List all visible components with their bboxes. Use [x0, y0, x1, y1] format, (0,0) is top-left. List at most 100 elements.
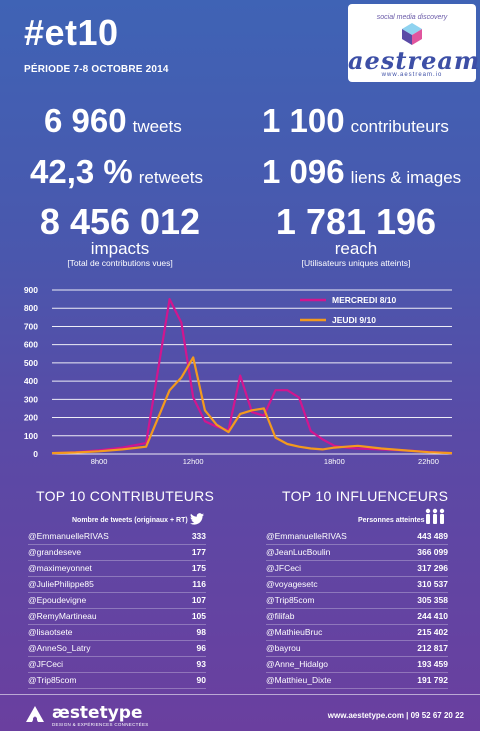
row-handle[interactable]: @filifab	[266, 611, 295, 621]
stat-tweets: 6 960 tweets	[44, 102, 182, 140]
y-tick-label: 900	[24, 285, 38, 295]
page-title: #et10	[24, 12, 119, 53]
stat-reach: 1 781 196 reach [Utilisateurs uniques at…	[256, 204, 456, 269]
stat-value: 1 100	[262, 102, 345, 139]
row-value: 310 537	[417, 579, 448, 589]
table-row: @EmmanuelleRIVAS 443 489	[266, 528, 448, 545]
table-row: @RemyMartineau 105	[28, 608, 206, 625]
row-value: 175	[191, 563, 206, 573]
table-row: @Anne_Hidalgo 193 459	[266, 656, 448, 673]
row-value: 317 296	[417, 563, 448, 573]
table-row: @JFCeci 93	[28, 656, 206, 673]
table-row: @JeanLucBoulin 366 099	[266, 544, 448, 561]
row-handle[interactable]: @Epoudevigne	[28, 595, 87, 605]
stat-impacts: 8 456 012 impacts [Total de contribution…	[20, 204, 220, 269]
table-row: @lisaotsete 98	[28, 624, 206, 641]
row-handle[interactable]: @Trip85com	[28, 675, 77, 685]
contributeurs-title: TOP 10 CONTRIBUTEURS	[36, 488, 215, 504]
row-handle[interactable]: @JFCeci	[28, 659, 64, 669]
table-row: @Epoudevigne 107	[28, 592, 206, 609]
logo-tagline: social media discovery	[376, 14, 448, 21]
x-tick-label: 8h00	[91, 457, 108, 466]
row-handle[interactable]: @grandeseve	[28, 547, 82, 557]
table-row: @bayrou 212 817	[266, 640, 448, 657]
table-row: @voyagesetc 310 537	[266, 576, 448, 593]
stat-label: retweets	[138, 168, 203, 187]
row-value: 105	[191, 611, 206, 621]
stat-label: reach	[334, 239, 378, 258]
stat-value: 6 960	[44, 102, 127, 139]
table-row: @MathieuBruc 215 402	[266, 624, 448, 641]
series-line	[51, 298, 453, 455]
row-value: 193 459	[417, 659, 448, 669]
x-tick-label: 22h00	[418, 457, 439, 466]
y-tick-label: 100	[24, 431, 38, 441]
table-row: @filifab 244 410	[266, 608, 448, 625]
row-handle[interactable]: @maximeyonnet	[28, 563, 92, 573]
row-handle[interactable]: @Anne_Hidalgo	[266, 659, 329, 669]
cube-logo-icon	[402, 23, 422, 45]
influenceurs-title: TOP 10 INFLUENCEURS	[282, 488, 449, 504]
table-row: @AnneSo_Latry 96	[28, 640, 206, 657]
row-handle[interactable]: @voyagesetc	[266, 579, 318, 589]
stat-value: 1 781 196	[275, 201, 437, 242]
stat-sublabel: [Utilisateurs uniques atteints]	[301, 258, 411, 268]
row-value: 90	[196, 675, 206, 685]
row-value: 98	[196, 627, 206, 637]
y-tick-label: 600	[24, 340, 38, 350]
row-handle[interactable]: @MathieuBruc	[266, 627, 323, 637]
footer: æstetype DESIGN & EXPÉRIENCES CONNECTÉES…	[0, 694, 480, 731]
people-group-icon	[425, 508, 445, 524]
row-value: 177	[191, 547, 206, 557]
row-value: 333	[191, 531, 206, 541]
legend-label: MERCREDI 8/10	[332, 295, 397, 305]
y-tick-label: 200	[24, 413, 38, 423]
row-value: 215 402	[417, 627, 448, 637]
table-row: @grandeseve 177	[28, 544, 206, 561]
row-handle[interactable]: @Matthieu_Dixte	[266, 675, 332, 685]
aestetype-logo-icon	[26, 706, 44, 722]
row-handle[interactable]: @JFCeci	[266, 563, 302, 573]
stat-value: 42,3 %	[30, 153, 133, 190]
row-value: 443 489	[417, 531, 448, 541]
row-value: 96	[196, 643, 206, 653]
stat-liens: 1 096 liens & images	[262, 153, 461, 191]
twitter-bird-icon	[190, 513, 204, 525]
footer-contact[interactable]: www.aestetype.com | 09 52 67 20 22	[327, 711, 464, 720]
stat-label: impacts	[90, 239, 150, 258]
y-tick-label: 300	[24, 394, 38, 404]
logo-name: aestream	[348, 46, 480, 75]
row-handle[interactable]: @bayrou	[266, 643, 301, 653]
stat-label: liens & images	[350, 168, 462, 187]
row-value: 191 792	[417, 675, 448, 685]
stat-retweets: 42,3 % retweets	[30, 153, 203, 191]
row-handle[interactable]: @EmmanuelleRIVAS	[28, 531, 109, 541]
y-tick-label: 700	[24, 321, 38, 331]
legend-label: JEUDI 9/10	[332, 315, 376, 325]
table-row: @maximeyonnet 175	[28, 560, 206, 577]
activity-line-chart: 0 100 200 300 400 500 600 700 800 900 8h00 12h00 18h…	[24, 285, 453, 466]
row-handle[interactable]: @RemyMartineau	[28, 611, 97, 621]
influenceurs-column-header: Personnes atteintes	[358, 517, 425, 524]
row-value: 212 817	[417, 643, 448, 653]
row-value: 107	[191, 595, 206, 605]
y-tick-label: 400	[24, 376, 38, 386]
row-value: 93	[196, 659, 206, 669]
stat-label: contributeurs	[350, 117, 449, 136]
table-row: @JFCeci 317 296	[266, 560, 448, 577]
table-row: @Matthieu_Dixte 191 792	[266, 672, 448, 689]
row-handle[interactable]: @lisaotsete	[28, 627, 73, 637]
row-handle[interactable]: @JeanLucBoulin	[266, 547, 331, 557]
row-handle[interactable]: @JuliePhilippe85	[28, 579, 94, 589]
contributeurs-column-header: Nombre de tweets (originaux + RT)	[72, 517, 188, 524]
y-tick-label: 800	[24, 303, 38, 313]
row-handle[interactable]: @Trip85com	[266, 595, 315, 605]
y-tick-label: 0	[33, 449, 38, 459]
series-line	[51, 356, 453, 455]
aestream-logo[interactable]: social media discovery aestream www.aest…	[348, 4, 480, 82]
logo-url: www.aestream.io	[381, 72, 443, 78]
footer-brand: æstetype	[52, 703, 143, 723]
row-handle[interactable]: @AnneSo_Latry	[28, 643, 91, 653]
row-handle[interactable]: @EmmanuelleRIVAS	[266, 531, 347, 541]
